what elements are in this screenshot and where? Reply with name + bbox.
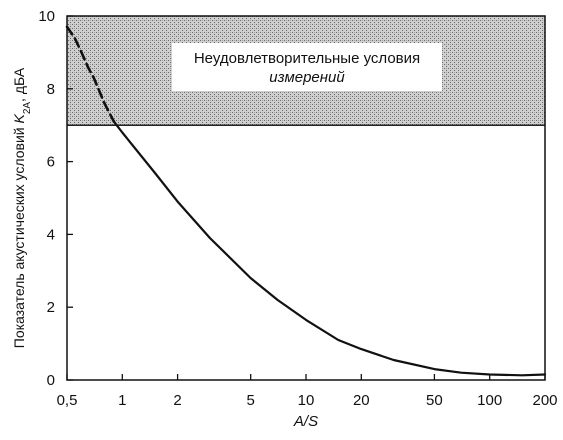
y-tick-label: 2	[47, 299, 55, 316]
y-axis-title-suffix: , дБА	[11, 67, 27, 102]
y-axis-title-subscript: 2A	[22, 102, 33, 115]
x-tick-label: 100	[477, 392, 502, 409]
x-axis-title: A/S	[293, 413, 318, 430]
y-axis-title-prefix: Показатель акустических условий	[11, 124, 27, 349]
solid-curve-segment	[112, 120, 547, 377]
x-tick-label: 10	[298, 392, 315, 409]
zone-label-background	[172, 43, 442, 91]
x-tick-label: 0,5	[57, 392, 78, 409]
y-tick-label: 6	[47, 154, 55, 171]
x-tick-label: 50	[426, 392, 443, 409]
x-tick-label: 2	[173, 392, 181, 409]
y-axis: 0 2 4 6 8 10	[38, 8, 73, 389]
x-tick-label: 20	[353, 392, 370, 409]
x-tick-label: 5	[247, 392, 255, 409]
dashed-curve-segment	[65, 25, 116, 123]
shaded-region: Неудовлетворительные условия измерений	[67, 16, 545, 126]
y-tick-label: 0	[47, 372, 55, 389]
zone-label-line1: Неудовлетворительные условия	[194, 50, 420, 67]
x-tick-label: 200	[532, 392, 557, 409]
y-tick-label: 10	[38, 8, 55, 25]
y-tick-label: 4	[47, 226, 55, 243]
y-axis-title: Показатель акустических условий K2A, дБА	[11, 67, 33, 348]
zone-label-line2: измерений	[269, 69, 345, 86]
x-tick-label: 1	[118, 392, 126, 409]
y-axis-title-symbol: K	[11, 114, 27, 124]
y-tick-label: 8	[47, 81, 55, 98]
x-axis: 0,5 1 2 5 10 20 50 100 200	[57, 374, 558, 409]
series-layer	[65, 25, 547, 377]
